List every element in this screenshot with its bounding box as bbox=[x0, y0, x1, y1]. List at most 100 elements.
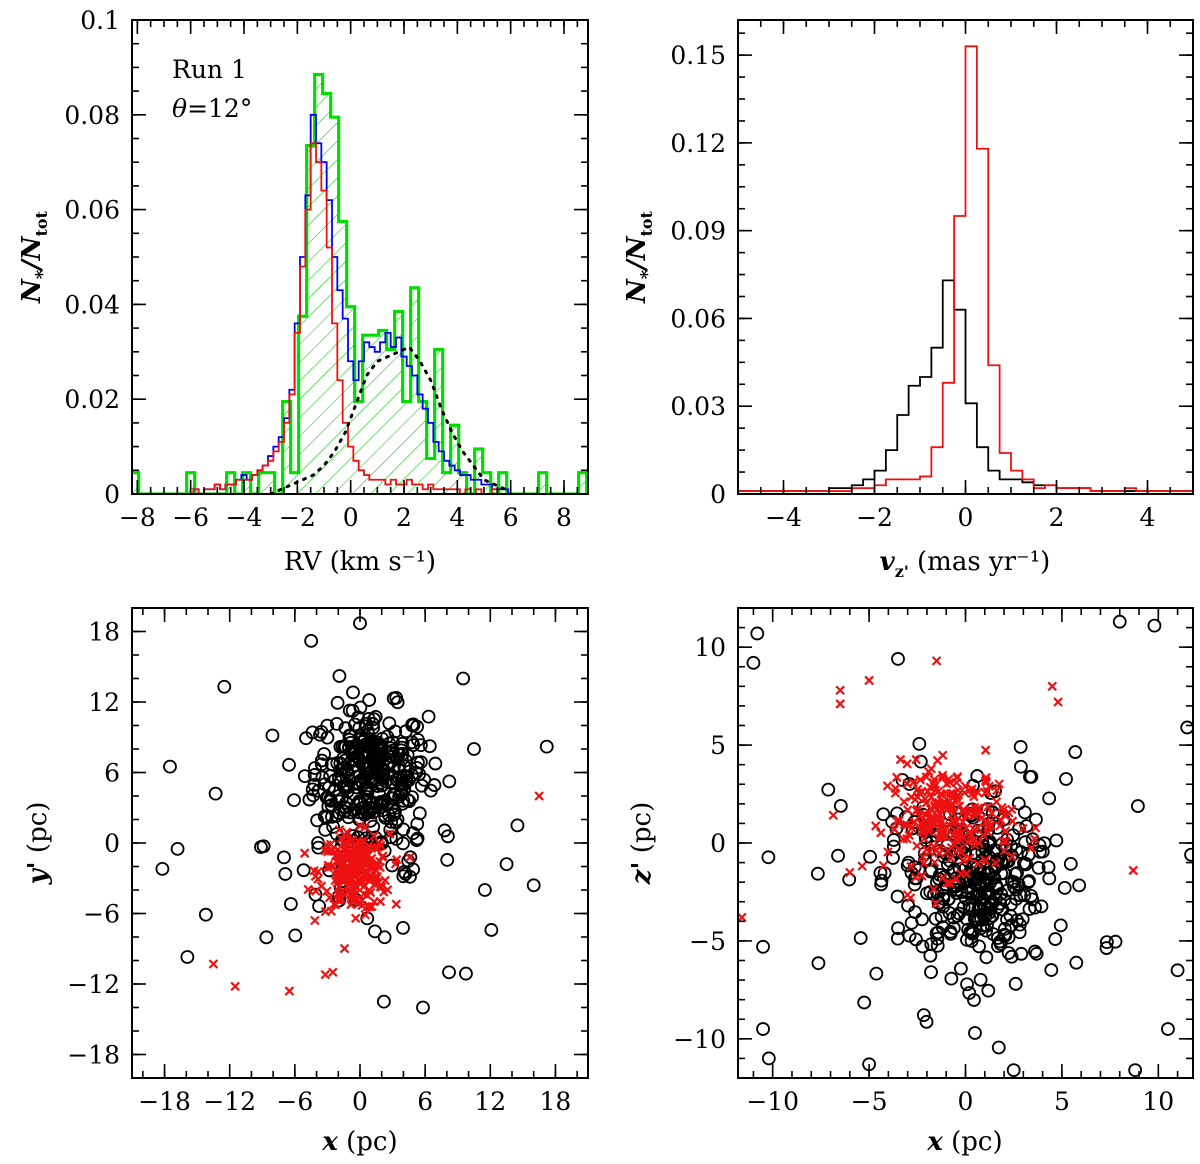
xz-point-cross bbox=[835, 685, 845, 696]
rv-bin bbox=[242, 472, 251, 494]
xy-point-circle bbox=[390, 695, 405, 710]
xy-point-circle bbox=[282, 757, 296, 772]
xz-point-cross bbox=[1128, 865, 1139, 876]
xy-point-circle bbox=[362, 693, 377, 707]
xz-point-circle bbox=[1000, 883, 1015, 898]
xz-point-cross bbox=[828, 810, 839, 821]
xy-point-cross bbox=[329, 899, 339, 909]
xy-point-circle bbox=[180, 950, 195, 964]
xy-point-cross bbox=[534, 791, 544, 801]
xz-point-circle bbox=[928, 911, 943, 926]
xz-point-cross bbox=[936, 789, 946, 799]
xz-point-circle bbox=[1053, 918, 1068, 933]
xz-point-cross bbox=[1018, 823, 1028, 834]
xz-ytick-label: 5 bbox=[710, 731, 726, 760]
xz-point-circle bbox=[993, 937, 1008, 951]
xy-point-cross bbox=[378, 851, 388, 861]
vz-xtick-label: −4 bbox=[765, 503, 802, 532]
xy-point-circle bbox=[526, 878, 541, 893]
xz-ytick-label: 0 bbox=[710, 829, 726, 858]
xz-point-circle bbox=[979, 950, 994, 965]
xy-ytick-label: −12 bbox=[67, 970, 120, 999]
xy-series-crosses bbox=[208, 791, 544, 996]
xz-point-cross bbox=[983, 801, 993, 812]
xz-point-circle bbox=[981, 983, 996, 998]
xz-point-circle bbox=[919, 886, 934, 901]
xz-point-circle bbox=[1004, 949, 1019, 964]
xy-point-circle bbox=[366, 717, 380, 731]
run-label: Run 1 bbox=[172, 55, 247, 84]
xy-point-circle bbox=[317, 747, 332, 761]
xy-point-cross bbox=[346, 880, 357, 891]
xy-point-cross bbox=[350, 913, 361, 924]
xy-point-circle bbox=[372, 787, 386, 802]
xy-point-circle bbox=[330, 695, 345, 710]
xz-point-circle bbox=[876, 807, 891, 822]
xy-point-circle bbox=[163, 759, 177, 774]
xz-point-cross bbox=[1029, 834, 1040, 844]
xy-point-circle bbox=[392, 771, 406, 785]
rv-bin bbox=[338, 221, 347, 494]
rv-xtick-label: 4 bbox=[449, 503, 465, 532]
xz-point-cross bbox=[845, 867, 855, 878]
vz-bin bbox=[1022, 482, 1033, 494]
xz-point-circle bbox=[1006, 1063, 1021, 1078]
rv-bin bbox=[394, 311, 403, 494]
xz-point-circle bbox=[874, 877, 889, 892]
xy-point-cross bbox=[364, 902, 375, 912]
xz-point-circle bbox=[756, 1022, 770, 1036]
vz-xtick-label: 2 bbox=[1049, 503, 1065, 532]
rv-bin bbox=[362, 335, 371, 494]
rv-bin bbox=[346, 306, 355, 494]
xy-point-circle bbox=[338, 804, 352, 819]
xz-point-cross bbox=[1030, 823, 1041, 833]
rv-y-axis-label: N*/Ntot bbox=[17, 210, 53, 304]
xz-x-axis-label: x (pc) bbox=[926, 1127, 1002, 1157]
xy-point-cross bbox=[405, 852, 415, 863]
rv-bin bbox=[226, 472, 235, 494]
rv-bin bbox=[426, 458, 435, 494]
rv-ytick-label: 0.1 bbox=[80, 6, 120, 35]
xy-point-cross bbox=[316, 881, 327, 891]
xz-point-cross bbox=[864, 675, 874, 686]
rv-series-black-dotted bbox=[269, 345, 507, 494]
xy-point-cross bbox=[340, 842, 351, 852]
xy-point-circle bbox=[365, 736, 380, 751]
xy-point-cross bbox=[326, 861, 336, 872]
xz-point-cross bbox=[991, 797, 1002, 807]
xz-point-circle bbox=[1014, 946, 1029, 961]
xz-point-circle bbox=[750, 626, 765, 641]
xy-point-circle bbox=[334, 761, 349, 776]
xz-point-cross bbox=[924, 847, 935, 857]
rv-xtick-label: −2 bbox=[279, 503, 316, 532]
xy-point-circle bbox=[265, 728, 280, 743]
xz-point-circle bbox=[1042, 791, 1057, 806]
vz-bin bbox=[943, 280, 954, 494]
rv-ytick-label: 0.08 bbox=[64, 101, 120, 130]
xy-point-circle bbox=[467, 742, 481, 756]
xz-point-cross bbox=[984, 781, 995, 792]
xz-point-cross bbox=[928, 884, 939, 895]
xy-point-cross bbox=[385, 829, 395, 839]
xz-point-circle bbox=[1024, 888, 1039, 903]
xz-point-cross bbox=[905, 893, 916, 903]
xy-point-circle bbox=[366, 749, 380, 764]
vz-bin bbox=[1011, 471, 1022, 494]
rv-bin bbox=[458, 472, 467, 494]
vz-bin bbox=[1000, 453, 1011, 494]
rv-ytick-label: 0 bbox=[104, 480, 120, 509]
xy-point-circle bbox=[353, 773, 368, 788]
xz-point-cross bbox=[870, 821, 881, 831]
rv-bin bbox=[498, 472, 507, 494]
xy-point-cross bbox=[391, 899, 402, 909]
xz-point-circle bbox=[1008, 976, 1023, 991]
rv-xtick-label: 2 bbox=[396, 503, 412, 532]
xz-point-cross bbox=[969, 824, 980, 835]
vz-bin bbox=[886, 450, 897, 494]
xz-point-circle bbox=[991, 939, 1005, 954]
xz-point-cross bbox=[953, 785, 963, 795]
xy-point-cross bbox=[320, 969, 331, 980]
theta-symbol: θ bbox=[172, 94, 187, 123]
xz-point-cross bbox=[990, 858, 1001, 868]
rv-bin bbox=[482, 472, 491, 494]
